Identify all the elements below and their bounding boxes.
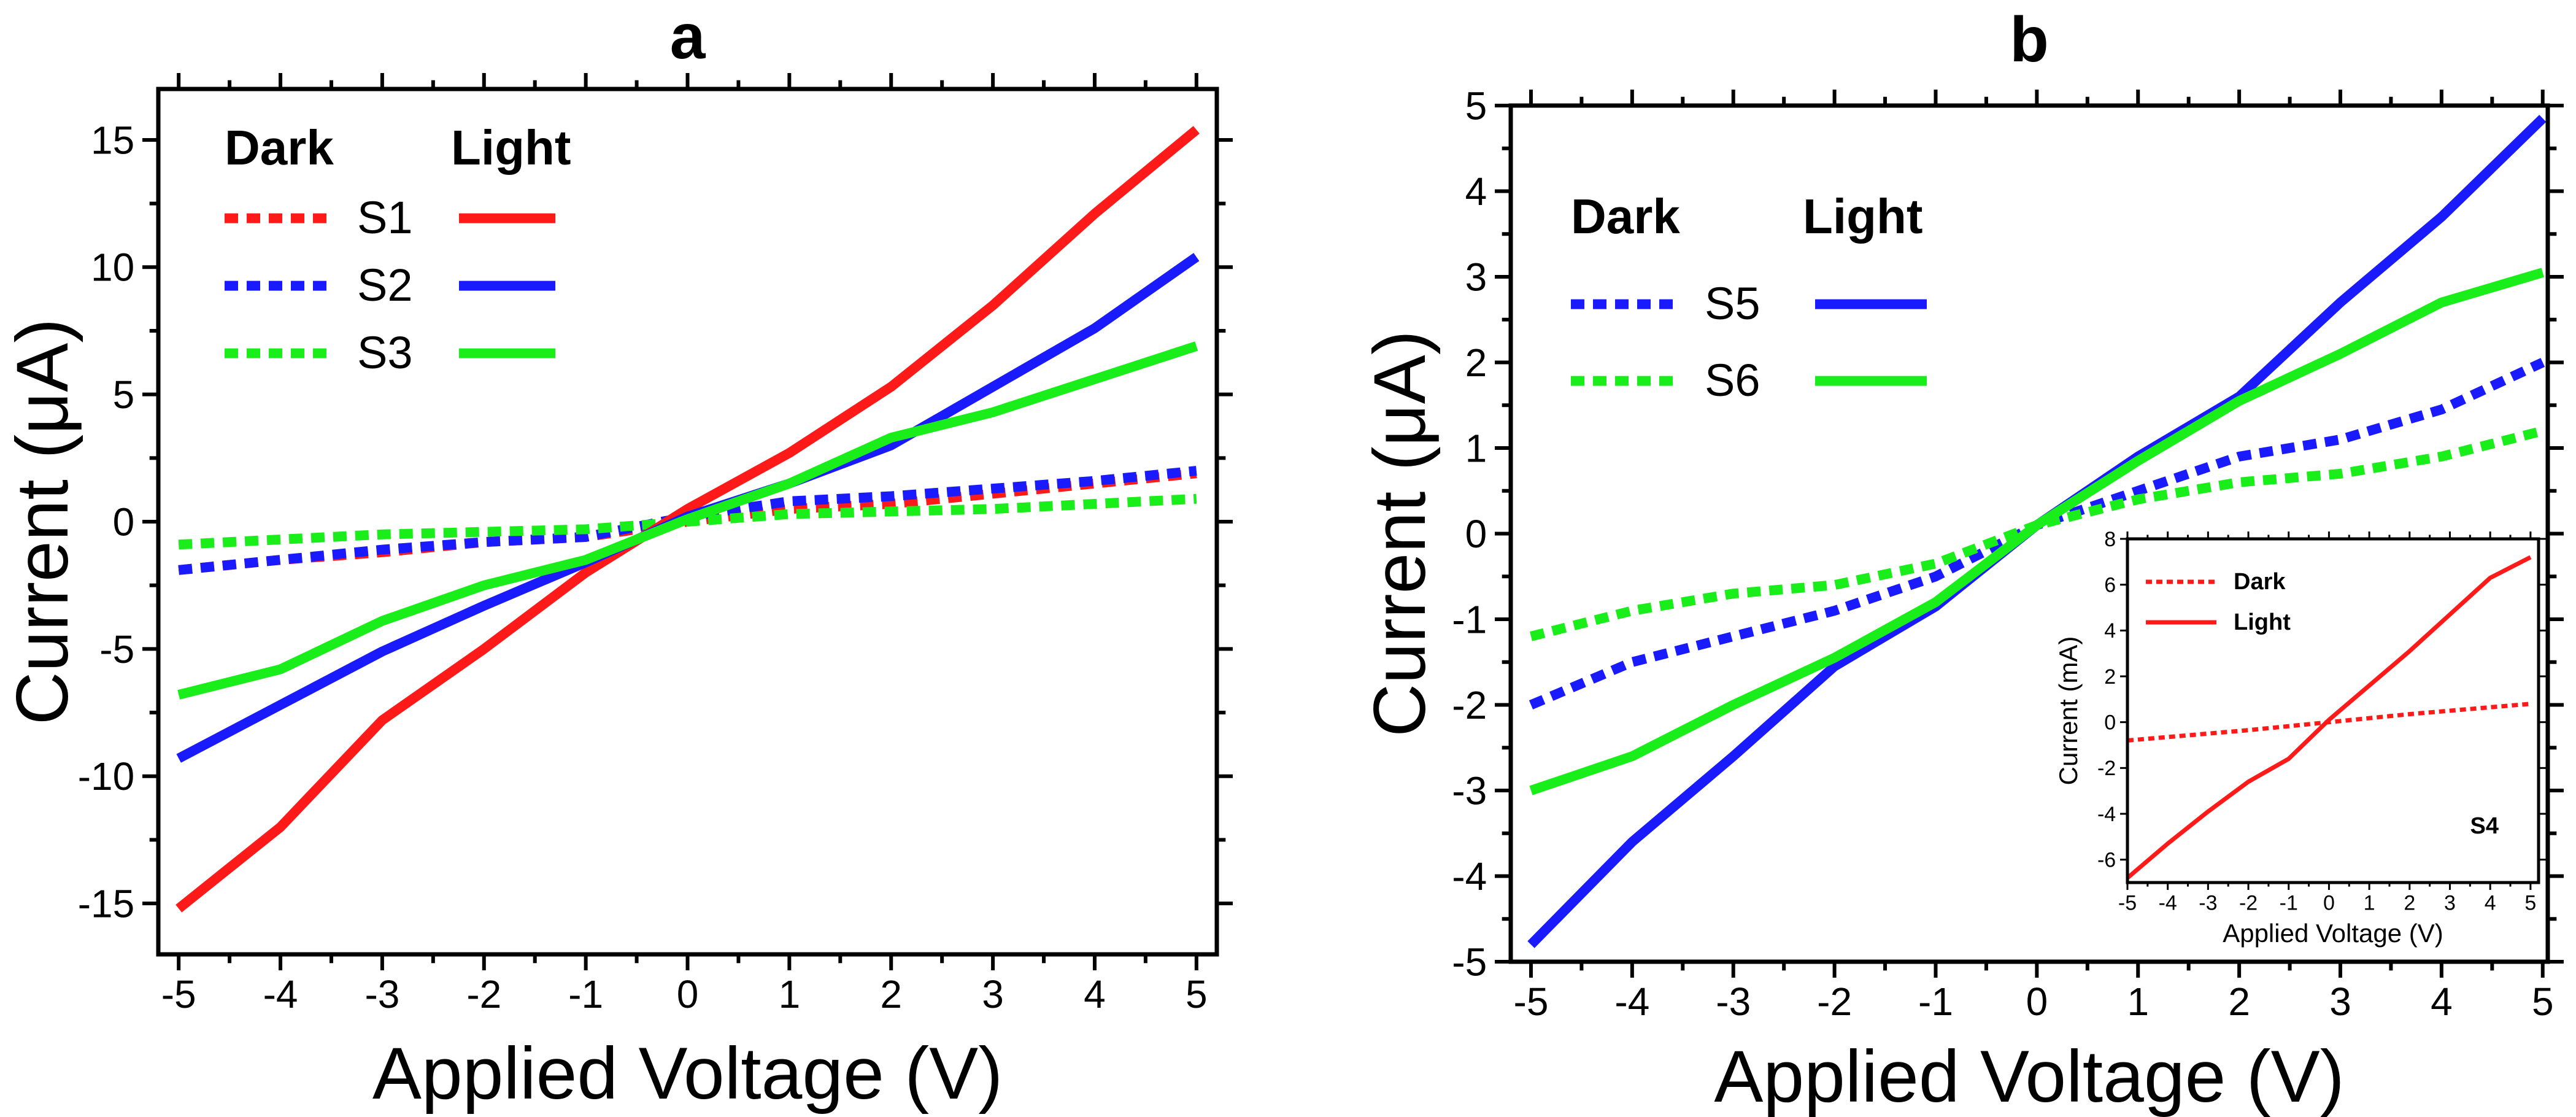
x-tick-label: 3 [982, 972, 1004, 1016]
y-tick-label: 3 [1465, 255, 1487, 299]
y-tick-label: -5 [1452, 940, 1487, 984]
x-axis-label: Applied Voltage (V) [1714, 1035, 2344, 1117]
y-tick-label: 5 [1465, 83, 1487, 128]
x-tick-label: 2 [2228, 980, 2250, 1024]
y-tick-label: 2 [1465, 341, 1487, 385]
y-tick-label: 2 [2104, 665, 2116, 689]
y-tick-label: 4 [2104, 619, 2116, 643]
chart-title: b [2010, 4, 2049, 75]
legend-dark-header: Dark [225, 120, 334, 175]
x-tick-label: -2 [2239, 891, 2258, 914]
x-tick-label: -4 [263, 972, 298, 1016]
x-tick-label: -5 [1514, 980, 1549, 1024]
x-tick-label: -5 [2118, 891, 2137, 914]
inset-sample-label: S4 [2470, 813, 2499, 839]
x-tick-label: 4 [2431, 980, 2453, 1024]
legend-label: S1 [357, 192, 413, 243]
x-tick-label: -1 [2280, 891, 2298, 914]
x-tick-label: 3 [2329, 980, 2351, 1024]
x-tick-label: -3 [1716, 980, 1751, 1024]
x-tick-label: 4 [2485, 891, 2496, 914]
x-tick-label: 5 [1186, 972, 1208, 1016]
x-axis-label: Applied Voltage (V) [372, 1032, 1003, 1115]
y-tick-label: 6 [2104, 574, 2116, 597]
legend-label: S2 [357, 260, 413, 311]
x-tick-label: 5 [2524, 891, 2536, 914]
x-tick-label: -1 [568, 972, 603, 1016]
y-tick-label: 0 [113, 500, 135, 544]
y-tick-label: -4 [1452, 854, 1487, 899]
y-axis-label: Current (μA) [1, 319, 83, 725]
x-tick-label: -1 [1918, 980, 1953, 1024]
y-tick-label: -10 [78, 754, 135, 798]
x-tick-label: -3 [2199, 891, 2217, 914]
x-tick-label: 1 [779, 972, 801, 1016]
x-tick-label: -5 [161, 972, 196, 1016]
x-tick-label: -2 [1817, 980, 1852, 1024]
x-tick-label: -4 [1614, 980, 1649, 1024]
y-tick-label: 1 [1465, 426, 1487, 470]
x-tick-label: 3 [2444, 891, 2456, 914]
x-tick-label: 0 [677, 972, 699, 1016]
inset-legend-label: Light [2234, 609, 2291, 635]
legend-dark-header: Dark [1571, 189, 1680, 244]
y-tick-label: 0 [2104, 711, 2116, 735]
y-tick-label: -2 [2097, 757, 2116, 780]
x-axis-label: Applied Voltage (V) [2223, 919, 2443, 948]
y-tick-label: 0 [1465, 512, 1487, 556]
chart-title: a [670, 1, 706, 72]
legend-light-header: Light [1803, 189, 1922, 244]
y-tick-label: -3 [1452, 768, 1487, 813]
series-line-s6-light [1529, 268, 2545, 795]
y-tick-label: -2 [1452, 683, 1487, 727]
x-tick-label: 5 [2532, 980, 2554, 1024]
y-tick-label: 8 [2104, 528, 2116, 551]
y-tick-label: -5 [99, 627, 134, 671]
legend-label: S6 [1705, 355, 1760, 406]
chart-b-inset: -5 -4 -3 -2 -1 0 1 2 3 4 5 -6 -4 -2 0 2 4 6 8 Applied Volta… [2054, 528, 2546, 948]
y-tick-label: 4 [1465, 169, 1487, 214]
x-tick-label: 0 [2026, 980, 2048, 1024]
legend-label: S5 [1705, 278, 1760, 329]
y-tick-label: 5 [113, 373, 135, 417]
series-line-light [2126, 555, 2532, 880]
x-tick-label: -3 [364, 972, 399, 1016]
y-tick-label: -4 [2097, 803, 2116, 826]
y-tick-label: 10 [91, 245, 134, 290]
series-line-s1-light [175, 126, 1200, 913]
y-tick-label: 15 [91, 118, 134, 162]
x-tick-label: 4 [1084, 972, 1106, 1016]
x-tick-label: -2 [466, 972, 501, 1016]
legend-light-header: Light [451, 120, 571, 175]
x-tick-label: 2 [880, 972, 902, 1016]
series-line-s3-light [177, 341, 1198, 700]
x-tick-label: -4 [2159, 891, 2177, 914]
y-tick-label: -1 [1452, 597, 1487, 641]
y-axis-label: Current (μA) [1359, 330, 1441, 737]
inset-legend-label: Dark [2234, 569, 2286, 595]
y-tick-label: -15 [78, 881, 135, 926]
x-tick-label: 0 [2323, 891, 2335, 914]
y-tick-label: -6 [2097, 849, 2116, 872]
x-tick-label: 1 [2127, 980, 2149, 1024]
x-tick-label: 2 [2404, 891, 2415, 914]
legend-label: S3 [357, 327, 413, 378]
plot-frame [2126, 537, 2540, 884]
y-axis-label: Current (mA) [2054, 636, 2083, 786]
chart-b: -5 -4 -3 -2 -1 0 1 2 3 4 5 -5 -4 -3 -2 -1 0 1 2 3 4 5 Applied … [1359, 4, 2564, 1117]
x-tick-label: 1 [2364, 891, 2375, 914]
